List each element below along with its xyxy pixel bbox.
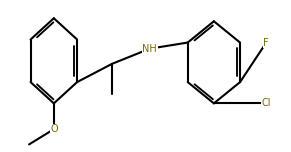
Text: O: O	[50, 124, 58, 134]
Text: Cl: Cl	[262, 98, 271, 108]
Text: NH: NH	[143, 44, 157, 54]
Text: F: F	[263, 38, 269, 48]
